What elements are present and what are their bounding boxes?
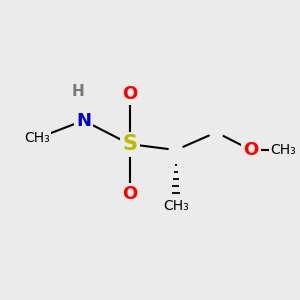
Text: O: O [122, 185, 137, 203]
Text: H: H [71, 84, 84, 99]
Text: O: O [122, 85, 137, 103]
Text: CH₃: CH₃ [270, 143, 296, 157]
Text: O: O [243, 141, 259, 159]
Text: S: S [122, 134, 137, 154]
Text: N: N [76, 112, 91, 130]
Text: CH₃: CH₃ [25, 131, 50, 145]
Text: CH₃: CH₃ [163, 199, 189, 213]
